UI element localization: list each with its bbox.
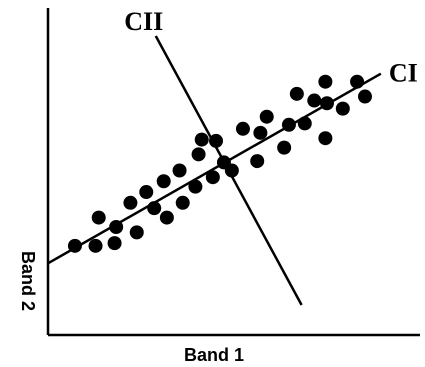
- data-point-9: [147, 201, 162, 216]
- data-points: [67, 74, 372, 253]
- data-point-15: [191, 147, 206, 162]
- data-point-10: [156, 174, 171, 189]
- data-point-5: [107, 236, 122, 251]
- data-point-17: [205, 170, 220, 185]
- data-point-6: [123, 195, 138, 210]
- data-point-31: [319, 96, 334, 111]
- x-axis-label: Band 1: [184, 345, 244, 365]
- data-point-12: [172, 163, 187, 178]
- data-point-27: [289, 86, 304, 101]
- data-point-2: [88, 238, 103, 253]
- data-point-4: [109, 219, 124, 234]
- data-point-22: [250, 154, 265, 169]
- data-point-25: [277, 140, 292, 155]
- data-point-23: [253, 125, 268, 140]
- data-point-21: [235, 121, 250, 136]
- data-point-29: [307, 93, 322, 108]
- data-point-11: [159, 210, 174, 225]
- data-point-30: [318, 74, 333, 89]
- component-label-cii: CII: [124, 7, 163, 36]
- data-point-8: [139, 185, 154, 200]
- data-point-1: [67, 238, 82, 253]
- data-point-34: [350, 74, 365, 89]
- data-point-18: [209, 133, 224, 148]
- data-point-16: [194, 132, 209, 147]
- data-point-14: [188, 179, 203, 194]
- y-axis-label: Band 2: [18, 251, 38, 311]
- component-line-labels: CI CII: [124, 7, 417, 88]
- data-point-33: [335, 101, 350, 116]
- axes: [46, 8, 420, 337]
- data-point-7: [129, 225, 144, 240]
- data-point-28: [297, 116, 312, 131]
- data-point-24: [259, 109, 274, 124]
- data-point-26: [281, 117, 296, 132]
- data-point-13: [175, 195, 190, 210]
- component-label-ci: CI: [389, 59, 418, 88]
- data-point-32: [318, 131, 333, 146]
- data-point-3: [91, 210, 106, 225]
- data-point-35: [358, 89, 372, 104]
- data-point-20: [224, 163, 239, 178]
